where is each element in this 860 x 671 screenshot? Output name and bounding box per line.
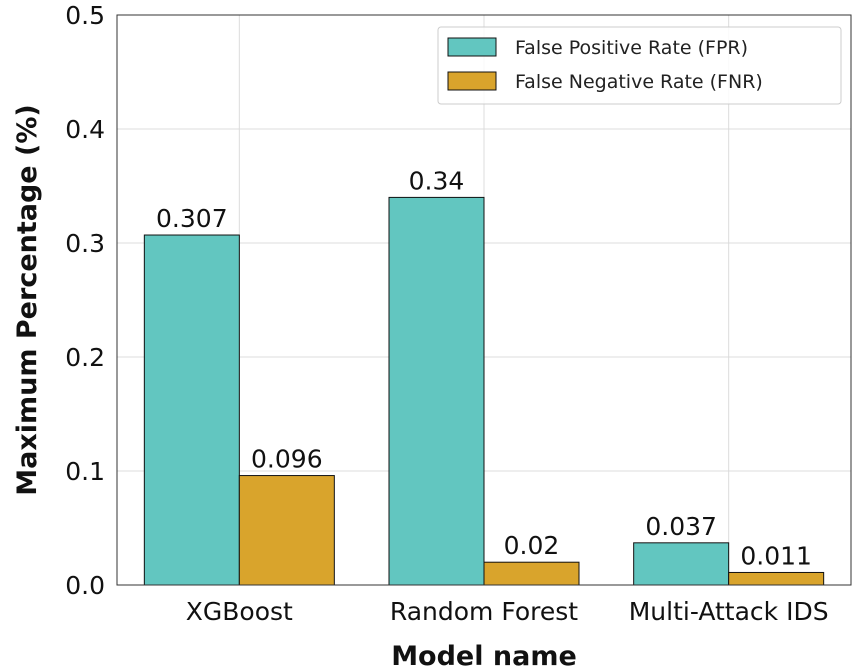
x-tick-label: XGBoost [186, 597, 293, 626]
y-tick-label: 0.3 [65, 229, 105, 258]
x-tick-label: Random Forest [390, 597, 578, 626]
x-axis-title: Model name [391, 641, 577, 671]
bar-value-label: 0.011 [740, 541, 812, 570]
plot-frame [116, 14, 852, 586]
legend: False Positive Rate (FPR) False Negative… [437, 26, 842, 105]
x-axis-ticks: XGBoost Random Forest Multi-Attack IDS [186, 597, 829, 626]
bar-value-label: 0.34 [409, 166, 465, 195]
legend-label-fpr: False Positive Rate (FPR) [515, 37, 748, 59]
legend-swatch-fpr [447, 37, 497, 57]
bar-fnr [238, 475, 335, 586]
bar-value-label: 0.02 [504, 531, 560, 560]
y-axis-ticks: 0.0 0.1 0.2 0.3 0.4 0.5 [65, 1, 105, 600]
x-tick-label: Multi-Attack IDS [629, 597, 829, 626]
legend-swatch-fnr [447, 71, 497, 91]
bar-fnr [483, 561, 580, 586]
y-tick-label: 0.4 [65, 115, 105, 144]
bars [143, 196, 825, 586]
bar-value-label: 0.096 [251, 445, 323, 474]
y-tick-label: 0.0 [65, 571, 105, 600]
y-tick-label: 0.1 [65, 457, 105, 486]
bar-fnr [728, 571, 825, 586]
y-tick-label: 0.2 [65, 343, 105, 372]
legend-label-fnr: False Negative Rate (FNR) [515, 71, 763, 93]
bar-fpr [633, 542, 730, 586]
y-axis-title: Maximum Percentage (%) [12, 104, 43, 496]
y-tick-label: 0.5 [65, 1, 105, 30]
bar-value-label: 0.037 [645, 512, 717, 541]
bar-value-label: 0.307 [156, 204, 228, 233]
data-labels: 0.307 0.096 0.34 0.02 0.037 0.011 [156, 166, 812, 570]
bar-fpr [388, 196, 485, 586]
bar-fpr [143, 234, 240, 586]
legend-box [437, 26, 842, 105]
